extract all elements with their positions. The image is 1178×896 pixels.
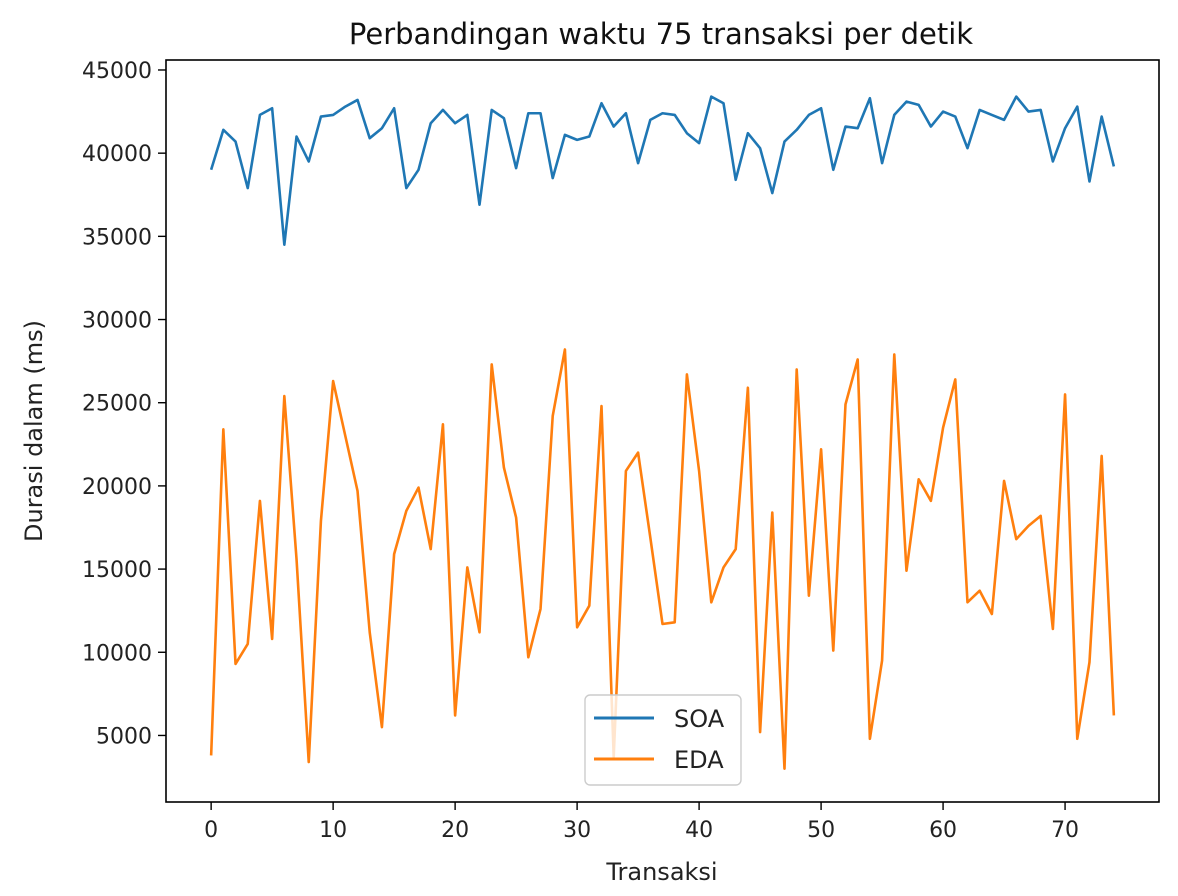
x-tick-label: 70: [1051, 818, 1079, 843]
y-tick-label: 10000: [82, 641, 152, 666]
x-tick-label: 30: [563, 818, 591, 843]
y-tick-label: 15000: [82, 558, 152, 583]
chart-title: Perbandingan waktu 75 transaksi per deti…: [349, 17, 973, 51]
x-tick-label: 0: [204, 818, 218, 843]
x-tick-label: 20: [441, 818, 469, 843]
plot-frame: [165, 59, 1160, 803]
y-axis-label: Durasi dalam (ms): [20, 320, 48, 542]
plot-area: [209, 95, 1116, 771]
x-axis: 0 10 20 30 40 50 60 70: [204, 802, 1079, 843]
y-tick-label: 25000: [82, 392, 152, 417]
x-axis-label: Transaksi: [605, 858, 717, 886]
legend: SOA EDA: [584, 694, 742, 786]
y-tick-label: 35000: [82, 225, 152, 250]
x-tick-label: 40: [685, 818, 713, 843]
series-line-soa: [209, 95, 1116, 246]
y-tick-label: 30000: [82, 309, 152, 334]
x-tick-label: 60: [929, 818, 957, 843]
y-tick-label: 20000: [82, 475, 152, 500]
y-tick-label: 40000: [82, 142, 152, 167]
x-tick-label: 50: [807, 818, 835, 843]
y-tick-label: 5000: [96, 724, 152, 749]
series-line-eda: [209, 348, 1116, 771]
y-tick-label: 45000: [82, 59, 152, 84]
x-tick-label: 10: [319, 818, 347, 843]
y-axis: 5000 10000 15000 20000 25000 30000 35000 40000 4…: [82, 59, 166, 749]
legend-label-eda: EDA: [674, 746, 724, 774]
legend-label-soa: SOA: [674, 705, 725, 733]
